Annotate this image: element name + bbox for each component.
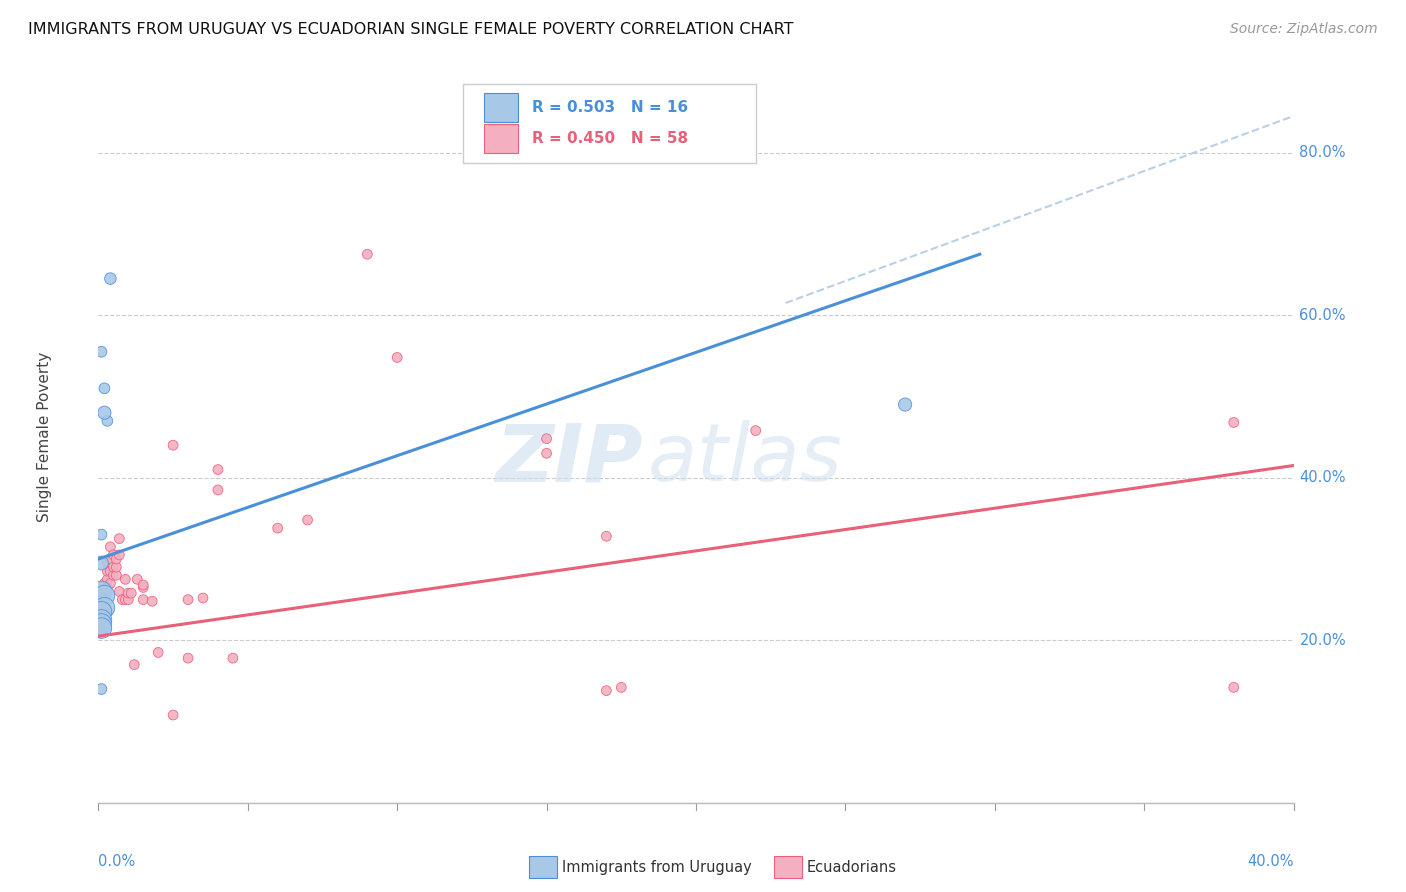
Point xyxy=(595,529,617,543)
Point xyxy=(105,560,128,574)
Point xyxy=(93,406,115,420)
Text: R = 0.503   N = 16: R = 0.503 N = 16 xyxy=(533,100,689,115)
Point xyxy=(90,681,112,696)
Point xyxy=(108,548,131,562)
Point xyxy=(1223,681,1246,695)
Point xyxy=(207,462,229,476)
Point xyxy=(93,589,115,603)
Point xyxy=(98,552,122,566)
Point xyxy=(96,414,118,428)
Text: 20.0%: 20.0% xyxy=(1299,632,1346,648)
Point xyxy=(207,483,229,497)
Text: 40.0%: 40.0% xyxy=(1299,470,1346,485)
Point xyxy=(132,592,155,607)
Point xyxy=(98,576,122,591)
Point xyxy=(1223,416,1246,430)
Text: 40.0%: 40.0% xyxy=(1247,854,1294,869)
Point xyxy=(90,621,112,635)
Point xyxy=(90,621,112,635)
Point xyxy=(536,432,558,446)
Point xyxy=(124,657,146,672)
Point xyxy=(93,584,115,599)
Point xyxy=(385,351,409,365)
Text: 80.0%: 80.0% xyxy=(1299,145,1346,161)
Point xyxy=(96,572,118,586)
Point xyxy=(267,521,290,535)
Text: IMMIGRANTS FROM URUGUAY VS ECUADORIAN SINGLE FEMALE POVERTY CORRELATION CHART: IMMIGRANTS FROM URUGUAY VS ECUADORIAN SI… xyxy=(28,22,793,37)
Point xyxy=(93,381,115,395)
Point xyxy=(745,424,768,438)
Bar xyxy=(485,93,517,122)
Text: R = 0.450   N = 58: R = 0.450 N = 58 xyxy=(533,131,689,146)
Point xyxy=(96,581,118,595)
Point xyxy=(98,564,122,578)
Bar xyxy=(529,856,557,878)
Point xyxy=(222,651,245,665)
Point xyxy=(98,271,122,285)
Point xyxy=(90,613,112,627)
Point xyxy=(132,581,155,595)
Point xyxy=(114,572,136,586)
Point xyxy=(98,540,122,554)
Point xyxy=(90,597,112,611)
Point xyxy=(90,605,112,619)
Point xyxy=(90,344,112,359)
Point xyxy=(114,592,136,607)
Point xyxy=(120,586,142,600)
Text: 0.0%: 0.0% xyxy=(98,854,135,869)
Point xyxy=(117,592,139,607)
Point xyxy=(117,586,139,600)
Point xyxy=(90,584,112,599)
Point xyxy=(177,651,200,665)
Point xyxy=(93,600,115,615)
Point xyxy=(90,527,112,541)
Point xyxy=(177,592,200,607)
FancyBboxPatch shape xyxy=(463,84,756,162)
Point xyxy=(96,564,118,578)
Point xyxy=(141,594,163,608)
Text: 60.0%: 60.0% xyxy=(1299,308,1346,323)
Point xyxy=(93,589,115,603)
Point xyxy=(90,605,112,619)
Point xyxy=(162,438,184,452)
Text: Ecuadorians: Ecuadorians xyxy=(807,860,897,875)
Text: Immigrants from Uruguay: Immigrants from Uruguay xyxy=(562,860,752,875)
Point xyxy=(162,708,184,723)
Point xyxy=(90,556,112,570)
Point xyxy=(595,683,617,698)
Point xyxy=(191,591,214,605)
Point xyxy=(93,592,115,607)
Bar xyxy=(773,856,803,878)
Point xyxy=(105,568,128,582)
Point xyxy=(297,513,319,527)
Point xyxy=(536,446,558,460)
Point xyxy=(93,576,115,591)
Point xyxy=(356,247,378,261)
Point xyxy=(90,613,112,627)
Text: ZIP: ZIP xyxy=(495,420,643,498)
Point xyxy=(894,398,917,412)
Point xyxy=(132,578,155,592)
Point xyxy=(90,617,112,632)
Point xyxy=(96,556,118,570)
Point xyxy=(103,560,125,574)
Point xyxy=(108,532,131,546)
Point xyxy=(108,584,131,599)
Point xyxy=(103,548,125,562)
Text: Single Female Poverty: Single Female Poverty xyxy=(37,352,52,522)
Point xyxy=(127,572,149,586)
Text: atlas: atlas xyxy=(648,420,844,498)
Point xyxy=(103,568,125,582)
Bar xyxy=(485,124,517,153)
Point xyxy=(111,592,134,607)
Point xyxy=(148,645,170,659)
Text: Source: ZipAtlas.com: Source: ZipAtlas.com xyxy=(1230,22,1378,37)
Point xyxy=(105,552,128,566)
Point xyxy=(610,681,633,695)
